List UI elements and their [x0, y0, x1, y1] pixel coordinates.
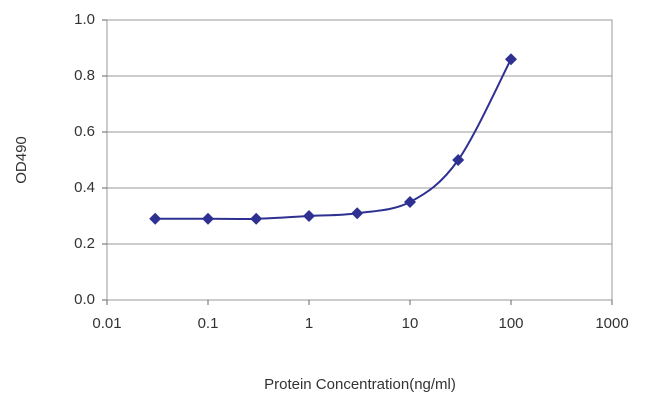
data-point — [303, 210, 315, 222]
x-tick-label: 0.01 — [92, 315, 121, 332]
data-point — [351, 207, 364, 220]
y-tick-label: 0.0 — [74, 291, 95, 308]
plot-area — [106, 19, 613, 301]
data-point — [202, 212, 214, 225]
y-tick-label: 0.2 — [74, 235, 95, 252]
x-axis-label: Protein Concentration(ng/ml) — [264, 376, 456, 393]
y-tick-label: 0.6 — [74, 123, 95, 140]
y-axis-label: OD490 — [13, 136, 30, 184]
data-point — [404, 196, 416, 208]
data-point — [452, 154, 465, 166]
x-tick-label: 1000 — [595, 315, 628, 332]
x-tick-label: 10 — [402, 315, 419, 332]
y-tick-label: 0.4 — [74, 179, 95, 196]
data-point — [250, 212, 263, 225]
data-point — [149, 212, 162, 225]
y-tick-label: 0.8 — [74, 67, 95, 84]
x-tick-label: 0.1 — [198, 315, 219, 332]
x-tick-label: 100 — [498, 315, 523, 332]
y-tick-label: 1.0 — [74, 11, 95, 28]
data-point — [505, 53, 517, 66]
x-tick-label: 1 — [305, 315, 313, 332]
